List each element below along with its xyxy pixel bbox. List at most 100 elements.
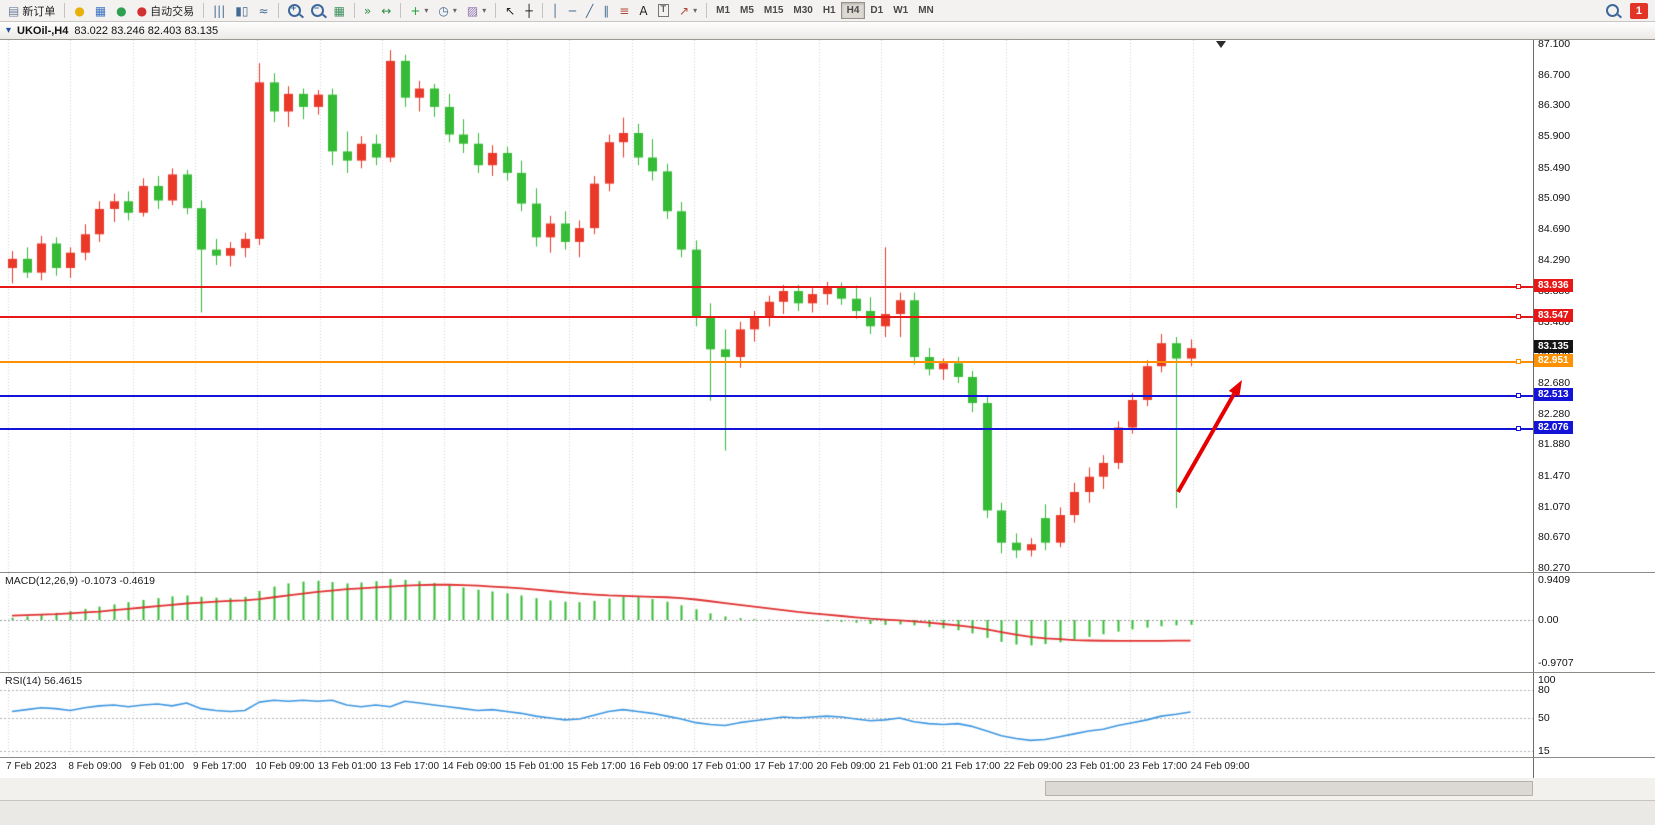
crosshair-button[interactable]: ┼ bbox=[521, 1, 536, 21]
fibonacci-button[interactable]: ≡ bbox=[615, 1, 633, 21]
zoom-out-button[interactable]: − bbox=[307, 1, 328, 21]
time-axis-label: 9 Feb 17:00 bbox=[193, 761, 247, 772]
panel-separator[interactable] bbox=[0, 672, 1655, 673]
timeframe-h1-button[interactable]: H1 bbox=[822, 5, 836, 16]
price-chart-canvas[interactable] bbox=[0, 40, 1533, 572]
tile-windows-button[interactable]: ▦ bbox=[330, 1, 349, 21]
time-axis-label: 15 Feb 01:00 bbox=[504, 761, 564, 772]
time-axis-label: 24 Feb 09:00 bbox=[1190, 761, 1250, 772]
support-line-82076[interactable] bbox=[0, 428, 1533, 430]
price-level-badge: 82.076 bbox=[1534, 421, 1573, 434]
chevron-down-icon: ▾ bbox=[424, 6, 429, 15]
timeframe-mn-button[interactable]: MN bbox=[918, 5, 934, 16]
search-button[interactable] bbox=[1602, 1, 1623, 21]
time-axis-label: 23 Feb 17:00 bbox=[1128, 761, 1188, 772]
trendline-button[interactable]: ╱ bbox=[582, 1, 597, 21]
time-axis-label: 10 Feb 09:00 bbox=[255, 761, 315, 772]
indicators-button[interactable]: + ▾ bbox=[406, 1, 432, 21]
chart-shift-button[interactable]: ↔ bbox=[377, 1, 395, 21]
status-bar bbox=[0, 800, 1655, 825]
price-axis[interactable] bbox=[1533, 40, 1655, 778]
market-watch-icon: ● bbox=[74, 3, 85, 18]
chart-title-bar: ▾ UKOil-,H4 83.022 83.246 82.403 83.135 bbox=[0, 22, 1655, 40]
candlestick-chart-button[interactable]: ▮▯ bbox=[231, 1, 252, 21]
new-order-button-label: 新订单 bbox=[22, 5, 56, 18]
time-axis-label: 15 Feb 17:00 bbox=[567, 761, 627, 772]
clock-icon: ◷ bbox=[438, 3, 449, 18]
toolbar-separator bbox=[541, 3, 543, 18]
text-label-button[interactable]: T bbox=[654, 1, 674, 21]
bar-chart-icon: ||| bbox=[213, 3, 226, 18]
timeframe-d1-button[interactable]: D1 bbox=[870, 5, 884, 16]
arrows-button[interactable]: ↗ ▾ bbox=[675, 1, 701, 21]
cursor-button[interactable]: ↖ bbox=[501, 1, 519, 21]
panel-separator bbox=[0, 757, 1655, 758]
price-axis-label: 85.490 bbox=[1538, 162, 1571, 174]
toolbar-separator bbox=[400, 3, 402, 18]
price-axis-label: 82.680 bbox=[1538, 377, 1571, 389]
market-watch-button[interactable]: ● bbox=[70, 1, 88, 21]
price-axis-label: 85.090 bbox=[1538, 192, 1571, 204]
price-level-badge: 82.513 bbox=[1534, 388, 1573, 401]
chevron-down-icon: ▾ bbox=[693, 6, 698, 15]
templates-button[interactable]: ▨ ▾ bbox=[463, 1, 490, 21]
text-icon: A bbox=[639, 3, 648, 18]
line-handle[interactable] bbox=[1516, 284, 1521, 289]
tile-windows-icon: ▦ bbox=[333, 3, 345, 18]
price-axis-label: 82.280 bbox=[1538, 408, 1571, 420]
timeframe-m30-button[interactable]: M30 bbox=[793, 5, 813, 16]
panel-separator[interactable] bbox=[0, 572, 1655, 573]
scrollbar-thumb[interactable] bbox=[1045, 781, 1533, 796]
notification-badge[interactable]: 1 bbox=[1629, 2, 1648, 19]
support-line-82513[interactable] bbox=[0, 395, 1533, 397]
price-axis-label: 84.290 bbox=[1538, 254, 1571, 266]
zoom-out-icon: − bbox=[310, 3, 324, 17]
macd-panel-canvas[interactable] bbox=[0, 573, 1533, 672]
autotrading-button[interactable]: ● 自动交易 bbox=[133, 1, 198, 21]
time-axis-label: 8 Feb 09:00 bbox=[68, 761, 122, 772]
macd-axis-label: 0.00 bbox=[1538, 614, 1559, 626]
timeframe-w1-button[interactable]: W1 bbox=[893, 5, 909, 16]
zoom-in-button[interactable]: + bbox=[284, 1, 305, 21]
new-order-button[interactable]: ▤ 新订单 bbox=[4, 1, 59, 21]
line-handle[interactable] bbox=[1516, 314, 1521, 319]
price-axis-label: 86.700 bbox=[1538, 69, 1571, 81]
autotrading-icon: ● bbox=[136, 3, 148, 18]
auto-scroll-button[interactable]: » bbox=[360, 1, 375, 21]
time-axis[interactable] bbox=[0, 758, 1533, 778]
horizontal-scrollbar[interactable] bbox=[0, 778, 1655, 800]
channel-icon: ∥ bbox=[603, 3, 610, 18]
pivot-line-82951[interactable] bbox=[0, 361, 1533, 363]
timeframe-m15-button[interactable]: M15 bbox=[763, 5, 784, 16]
auto-scroll-icon: » bbox=[363, 3, 372, 18]
chart-shift-marker-icon bbox=[1216, 41, 1226, 48]
indicators-icon: + bbox=[410, 3, 421, 18]
data-window-button[interactable]: ▦ bbox=[91, 1, 110, 21]
price-level-badge: 83.547 bbox=[1534, 309, 1573, 322]
periods-button[interactable]: ◷ ▾ bbox=[434, 1, 461, 21]
rsi-panel-canvas[interactable] bbox=[0, 673, 1533, 757]
timeframe-m5-button[interactable]: M5 bbox=[740, 5, 754, 16]
toolbar-separator bbox=[277, 3, 279, 18]
resistance-line-83936[interactable] bbox=[0, 286, 1533, 288]
navigator-icon: ● bbox=[116, 3, 127, 18]
line-handle[interactable] bbox=[1516, 426, 1521, 431]
horizontal-line-button[interactable]: ─ bbox=[565, 1, 580, 21]
channel-button[interactable]: ∥ bbox=[599, 1, 613, 21]
line-handle[interactable] bbox=[1516, 393, 1521, 398]
timeframe-h4-button[interactable]: H4 bbox=[840, 2, 866, 19]
line-handle[interactable] bbox=[1516, 359, 1521, 364]
navigator-button[interactable]: ● bbox=[112, 1, 130, 21]
text-button[interactable]: A bbox=[635, 1, 651, 21]
trend-arrow-annotation[interactable] bbox=[1172, 372, 1256, 498]
vertical-line-button[interactable]: │ bbox=[548, 1, 563, 21]
bar-chart-button[interactable]: ||| bbox=[209, 1, 229, 21]
search-icon bbox=[1605, 4, 1619, 17]
resistance-line-83547[interactable] bbox=[0, 316, 1533, 318]
arrow-icon: ↗ bbox=[679, 3, 690, 18]
time-axis-label: 21 Feb 17:00 bbox=[941, 761, 1001, 772]
time-axis-label: 17 Feb 01:00 bbox=[691, 761, 751, 772]
line-chart-button[interactable]: ≈ bbox=[255, 1, 273, 21]
timeframe-m1-button[interactable]: M1 bbox=[716, 5, 731, 16]
macd-indicator-label: MACD(12,26,9) -0.1073 -0.4619 bbox=[5, 575, 155, 587]
